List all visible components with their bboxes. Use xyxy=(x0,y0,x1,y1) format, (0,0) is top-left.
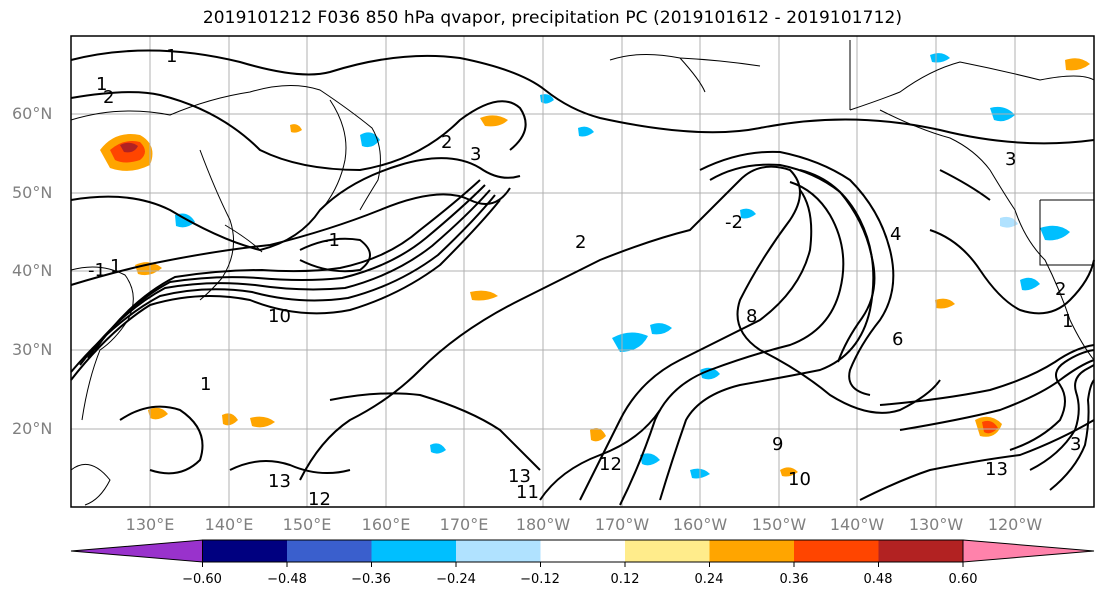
colorbar-tick-label: 0.60 xyxy=(948,572,978,587)
contour-label: 3 xyxy=(1005,149,1016,170)
lon-label: 130°W xyxy=(908,515,964,534)
colorbar-segment xyxy=(878,540,964,562)
contour-label: 1 xyxy=(110,256,121,277)
colorbar-segment xyxy=(625,540,710,562)
colorbar-tick-label: −0.24 xyxy=(436,572,476,587)
contour-label: 2 xyxy=(1055,279,1066,300)
colorbar-tick-label: 0.36 xyxy=(779,572,809,587)
colorbar-tick-label: −0.12 xyxy=(520,572,560,587)
contour-label: 2 xyxy=(103,87,114,108)
colorbar-outline xyxy=(202,539,964,563)
contour-label: 2 xyxy=(441,132,452,153)
contour-labels: 1 1 2 2 3 -1 1 -1 2 -2 3 2 1 10 4 8 9 10… xyxy=(88,46,1081,510)
colorbar-segment xyxy=(287,540,372,562)
colorbar-segment xyxy=(709,540,795,562)
lon-label: 130°E xyxy=(125,515,175,534)
contour-label: -1 xyxy=(322,230,340,251)
contour-label: 10 xyxy=(788,469,811,490)
lon-label: 150°W xyxy=(751,515,807,534)
contour-label: 8 xyxy=(746,306,757,327)
lon-label: 150°E xyxy=(282,515,332,534)
lon-label: 170°W xyxy=(594,515,650,534)
colorbar-extend-low xyxy=(70,539,203,563)
lat-label: 40°N xyxy=(12,261,53,280)
lon-label: 120°W xyxy=(987,515,1043,534)
contour-label: 12 xyxy=(599,454,622,475)
colorbar-segment xyxy=(202,540,288,562)
colorbar-segment xyxy=(456,540,541,562)
colorbar-tick-label: 0.24 xyxy=(694,572,724,587)
contour-label: 1 xyxy=(96,74,107,95)
lon-label: 140°W xyxy=(829,515,885,534)
plot-frame xyxy=(70,35,1095,508)
colorbar-segments xyxy=(70,539,1095,563)
contour-label: 13 xyxy=(985,459,1008,480)
contour-label: 3 xyxy=(1070,434,1081,455)
qvapor-contours xyxy=(70,49,1095,506)
contour-label: 13 xyxy=(268,471,291,492)
colorbar-tick-label: 0.48 xyxy=(863,572,893,587)
lat-label: 60°N xyxy=(12,104,53,123)
lat-label: 50°N xyxy=(12,183,53,202)
contour-label: 2 xyxy=(575,232,586,253)
colorbar-tick-label: −0.36 xyxy=(351,572,391,587)
lon-label: 180°W xyxy=(515,515,571,534)
colorbar-segment xyxy=(794,540,879,562)
contour-label: 1 xyxy=(166,46,177,67)
contour-label: 6 xyxy=(892,329,903,350)
lon-label: 160°W xyxy=(672,515,728,534)
contour-label: 4 xyxy=(890,224,901,245)
contour-label: 3 xyxy=(470,144,481,165)
contour-label: 13 xyxy=(508,466,531,487)
colorbar-segment xyxy=(540,540,626,562)
colorbar-tick-label: 0.12 xyxy=(610,572,640,587)
plot-area: 1 1 2 2 3 -1 1 -1 2 -2 3 2 1 10 4 8 9 10… xyxy=(70,35,1095,510)
precip-shading xyxy=(100,53,1090,479)
colorbar xyxy=(70,539,1095,567)
contour-label: -1 xyxy=(88,260,106,281)
lon-label: 170°E xyxy=(439,515,489,534)
contour-label: -2 xyxy=(725,212,743,233)
lon-label: 140°E xyxy=(204,515,254,534)
lat-label: 20°N xyxy=(12,419,53,438)
contour-label: 1 xyxy=(1062,311,1073,332)
colorbar-segment xyxy=(371,540,457,562)
colorbar-extend-high xyxy=(962,539,1095,563)
contour-label: 1 xyxy=(200,374,211,395)
contour-label: 11 xyxy=(516,482,539,503)
contour-label: 10 xyxy=(268,306,291,327)
contour-label: 12 xyxy=(308,489,331,510)
contour-label: 9 xyxy=(772,434,783,455)
lat-label: 30°N xyxy=(12,340,53,359)
colorbar-tick-label: −0.60 xyxy=(182,572,222,587)
map-title: 2019101212 F036 850 hPa qvapor, precipit… xyxy=(202,8,903,28)
lon-label: 160°E xyxy=(361,515,411,534)
colorbar-ticks xyxy=(202,562,964,567)
colorbar-tick-label: −0.48 xyxy=(267,572,307,587)
